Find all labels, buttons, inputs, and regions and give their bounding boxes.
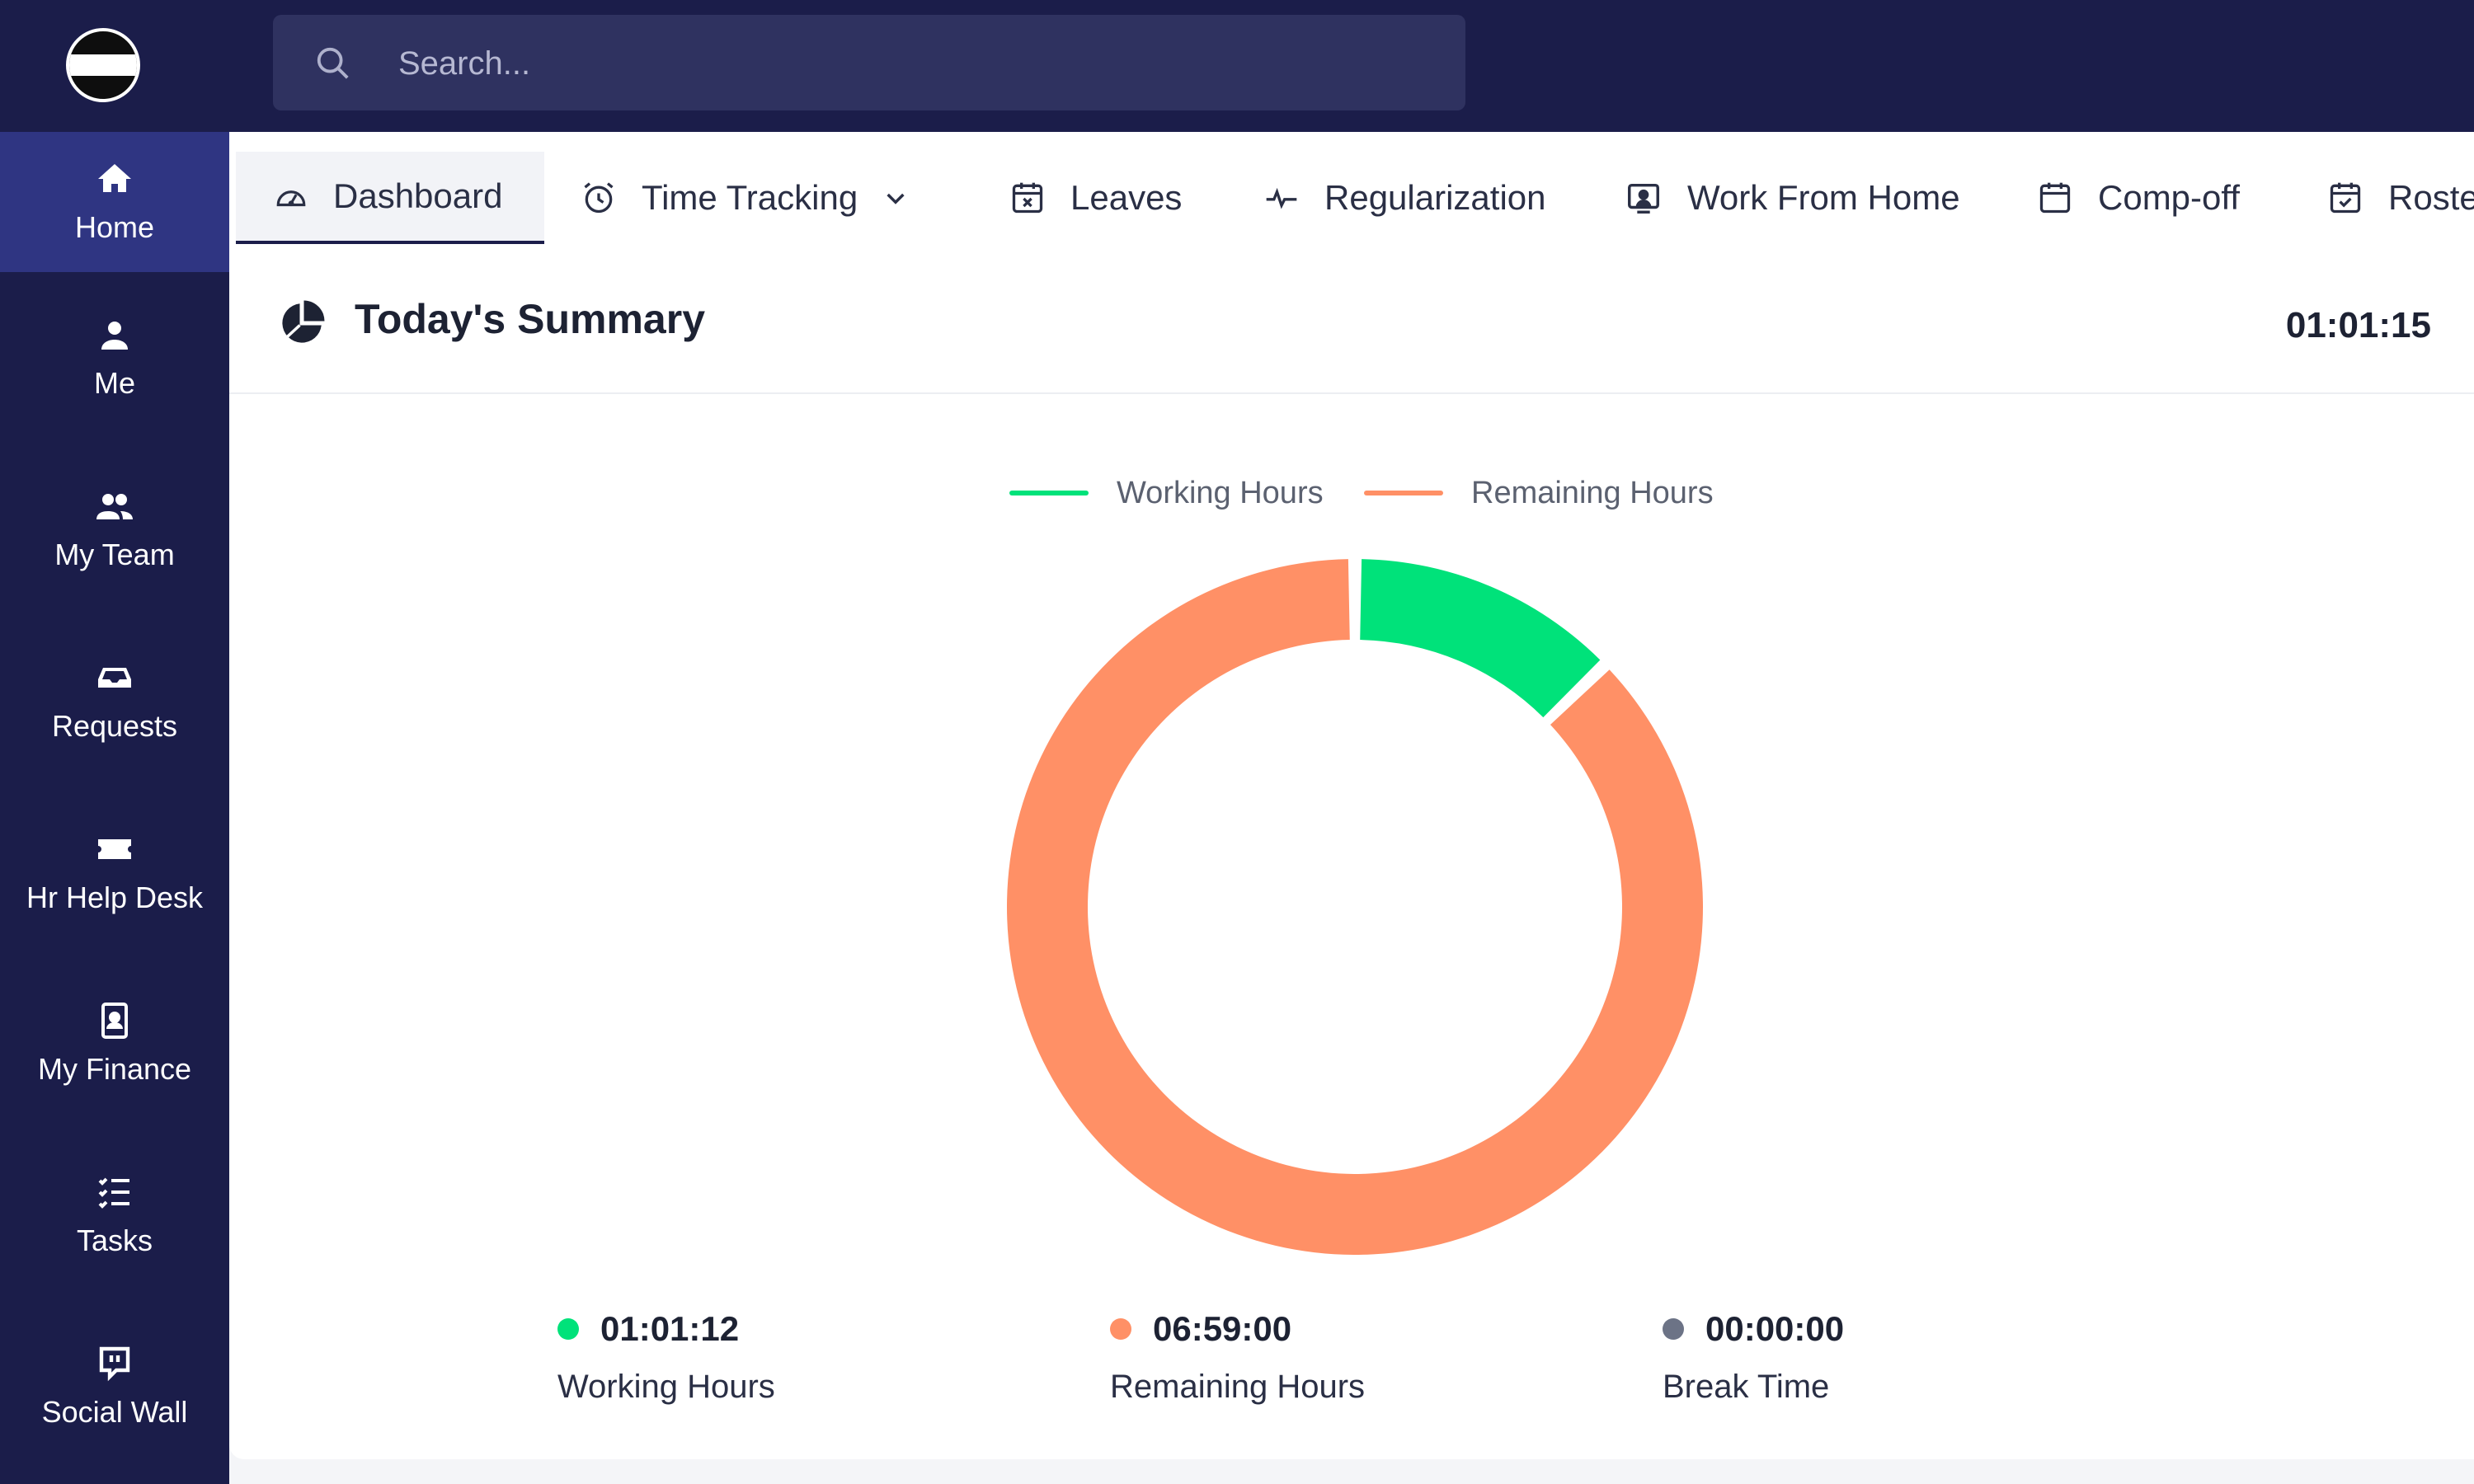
session-timer: 01:01:15 bbox=[2285, 305, 2431, 345]
calendar-check-icon bbox=[2330, 182, 2361, 214]
search-box[interactable] bbox=[273, 15, 1465, 112]
sidebar-item-my-team[interactable]: My Team bbox=[0, 444, 229, 615]
sidebar-item-label: My Finance bbox=[37, 1052, 192, 1086]
search-input[interactable] bbox=[397, 15, 1439, 112]
tab-dashboard[interactable]: Dashboard bbox=[236, 152, 544, 244]
sidebar-item-my-finance[interactable]: My Finance bbox=[0, 958, 229, 1129]
card-header: Today's Summary 01:01:15 bbox=[229, 262, 2474, 394]
tab-label: Roste bbox=[2388, 178, 2474, 217]
stat-working-hours: 01:01:12 Working Hours bbox=[557, 1309, 775, 1406]
tab-label: Time Tracking bbox=[642, 178, 858, 217]
tab-label: Dashboard bbox=[333, 176, 503, 215]
inbox-icon bbox=[98, 668, 131, 688]
sidebar-item-social-wall[interactable]: Social Wall bbox=[0, 1301, 229, 1472]
gauge-icon bbox=[276, 190, 306, 207]
sidebar-item-label: Me bbox=[93, 366, 135, 400]
status-dot bbox=[1663, 1318, 1684, 1340]
tab-label: Leaves bbox=[1070, 178, 1183, 217]
donut-slice-working-hours[interactable] bbox=[1360, 559, 1601, 718]
stat-value: 00:00:00 bbox=[1705, 1309, 1845, 1348]
pulse-icon bbox=[1266, 187, 1297, 209]
stat-remaining-hours: 06:59:00 Remaining Hours bbox=[1110, 1309, 1365, 1406]
legend-swatch bbox=[1364, 491, 1443, 495]
tab-leaves[interactable]: Leaves bbox=[1009, 152, 1182, 244]
sidebar-item-label: Social Wall bbox=[41, 1395, 188, 1429]
tab-roster[interactable]: Roste bbox=[2327, 152, 2474, 244]
status-dot bbox=[557, 1318, 579, 1340]
top-bar bbox=[0, 0, 2474, 132]
tab-bar: Dashboard Time Tracking Leaves Regulariz… bbox=[229, 132, 2474, 262]
calendar-icon bbox=[2039, 182, 2071, 214]
sidebar: Home Me My Team Requests Hr Help Desk My… bbox=[0, 132, 229, 1484]
company-logo[interactable] bbox=[66, 28, 140, 102]
monitor-user-icon bbox=[1628, 183, 1659, 214]
pie-chart-icon bbox=[282, 300, 325, 343]
tab-time-tracking[interactable]: Time Tracking bbox=[581, 152, 909, 244]
tab-label: Work From Home bbox=[1687, 178, 1960, 217]
calendar-x-icon bbox=[1012, 182, 1043, 214]
tab-label: Regularization bbox=[1324, 178, 1546, 217]
sidebar-item-label: Requests bbox=[51, 709, 178, 743]
home-icon bbox=[98, 164, 131, 192]
legend-swatch bbox=[1009, 491, 1089, 495]
sidebar-item-hr-help-desk[interactable]: Hr Help Desk bbox=[0, 787, 229, 958]
user-icon bbox=[101, 322, 128, 350]
tab-work-from-home[interactable]: Work From Home bbox=[1625, 152, 1960, 244]
finance-icon bbox=[101, 1003, 128, 1039]
search-icon bbox=[317, 47, 349, 79]
todays-summary-card: Today's Summary 01:01:15 Working Hours R… bbox=[229, 262, 2474, 1459]
legend-item-working-hours[interactable]: Working Hours bbox=[1009, 468, 1324, 518]
chat-icon bbox=[99, 1346, 130, 1382]
team-icon bbox=[96, 494, 133, 519]
tab-label: Comp-off bbox=[2098, 178, 2240, 217]
chevron-down-icon bbox=[887, 193, 905, 204]
stat-label: Remaining Hours bbox=[1110, 1369, 1366, 1405]
sidebar-item-label: Home bbox=[74, 210, 155, 244]
stat-label: Working Hours bbox=[557, 1369, 775, 1405]
donut-slice-remaining-hours[interactable] bbox=[1007, 559, 1703, 1255]
stat-break-time: 00:00:00 Break Time bbox=[1663, 1309, 1844, 1406]
legend-item-remaining-hours[interactable]: Remaining Hours bbox=[1364, 468, 1714, 518]
sidebar-item-home[interactable]: Home bbox=[0, 132, 229, 272]
sidebar-item-me[interactable]: Me bbox=[0, 272, 229, 444]
alarm-clock-icon bbox=[584, 182, 614, 214]
stat-value: 01:01:12 bbox=[600, 1309, 740, 1348]
legend-label: Working Hours bbox=[1117, 475, 1324, 510]
status-dot bbox=[1110, 1318, 1131, 1340]
ticket-icon bbox=[98, 839, 131, 859]
stat-value: 06:59:00 bbox=[1153, 1309, 1292, 1348]
stat-label: Break Time bbox=[1663, 1369, 1830, 1405]
sidebar-item-label: Hr Help Desk bbox=[26, 881, 204, 914]
donut-chart bbox=[1007, 559, 1703, 1255]
sidebar-item-requests[interactable]: Requests bbox=[0, 615, 229, 787]
sidebar-item-tasks[interactable]: Tasks bbox=[0, 1129, 229, 1301]
card-title: Today's Summary bbox=[355, 296, 705, 342]
tasks-icon bbox=[98, 1177, 129, 1209]
legend-label: Remaining Hours bbox=[1471, 475, 1714, 510]
sidebar-item-label: My Team bbox=[54, 538, 175, 571]
sidebar-item-label: Tasks bbox=[76, 1223, 153, 1257]
tab-regularization[interactable]: Regularization bbox=[1263, 152, 1546, 244]
tab-comp-off[interactable]: Comp-off bbox=[2037, 152, 2240, 244]
